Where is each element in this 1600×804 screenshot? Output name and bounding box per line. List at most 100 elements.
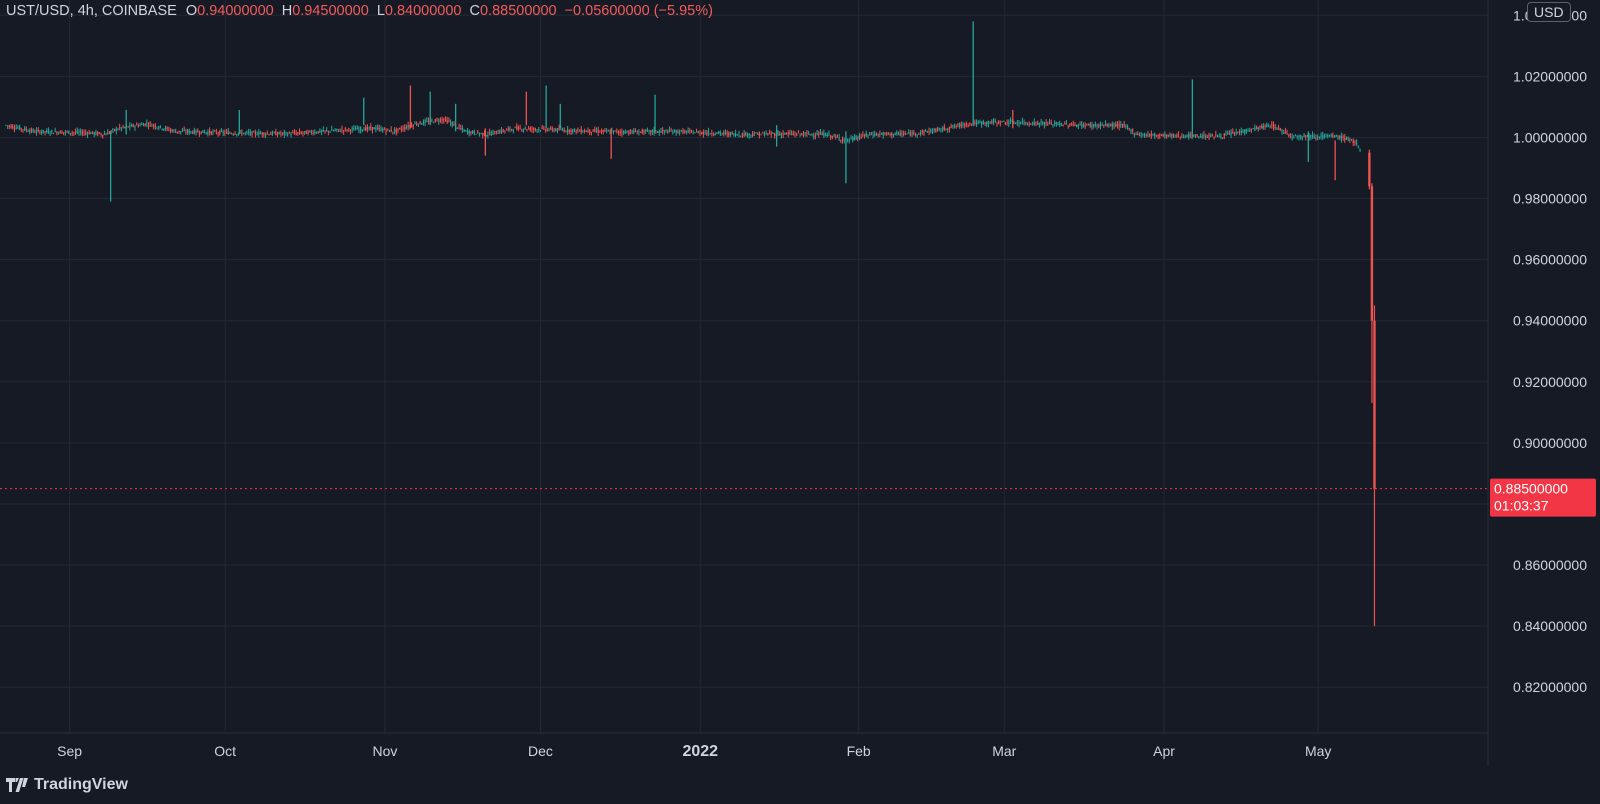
candle-body [1194, 134, 1197, 138]
candle-body [259, 133, 262, 135]
candle-body [1091, 124, 1093, 127]
candle-body [919, 132, 922, 134]
candle-body [1155, 134, 1158, 136]
candle-body [863, 135, 866, 137]
candle-body [1254, 127, 1256, 131]
candle-body [373, 127, 375, 130]
candle-body [307, 131, 309, 135]
candle-body [388, 130, 391, 132]
candle-body [857, 137, 859, 139]
candle-body [1176, 135, 1178, 137]
candle-body [127, 126, 129, 128]
candle-body [47, 130, 50, 134]
candle-body [422, 121, 425, 124]
candle-body [539, 130, 542, 132]
candle-body [584, 130, 586, 132]
candle-body [548, 129, 550, 131]
candle-body [665, 130, 667, 132]
candle-body [27, 130, 29, 132]
candle-body [572, 129, 574, 132]
tradingview-brand[interactable]: TradingView [6, 776, 128, 794]
candle-body [278, 132, 280, 134]
candle-body [312, 132, 314, 134]
candle-body [1079, 123, 1081, 125]
candle-body [629, 130, 632, 134]
candle-body [300, 132, 302, 134]
x-tick-label: 2022 [682, 743, 718, 760]
candle-body [1249, 129, 1251, 131]
candle-body [925, 130, 927, 132]
price-axis[interactable]: 1.040000001.020000001.000000000.98000000… [1513, 7, 1587, 695]
candle-body [1259, 126, 1261, 128]
price-chart[interactable]: 1.040000001.020000001.000000000.98000000… [0, 0, 1600, 766]
candle-body [482, 133, 484, 136]
candle-body [295, 133, 297, 135]
candle-body [1257, 127, 1259, 130]
candle-body [465, 130, 467, 132]
candle-body [685, 131, 688, 134]
candle-body [785, 132, 788, 134]
candle-body [156, 127, 158, 129]
candle-body [1113, 123, 1115, 127]
candle-body [1128, 128, 1130, 130]
candle-body [417, 123, 419, 126]
candle-body [736, 134, 738, 136]
candle-body [49, 133, 51, 135]
candle-body [1352, 140, 1354, 144]
candle-body [142, 124, 145, 127]
candle-body [141, 124, 143, 126]
candle-body [74, 131, 77, 133]
candle-body [1281, 129, 1283, 132]
candle-body [1193, 135, 1195, 137]
candle-body [385, 130, 387, 132]
candle-body [329, 131, 331, 133]
candle-body [1335, 135, 1337, 137]
candle-body [573, 128, 576, 131]
candle-body [69, 133, 72, 135]
candle-body [256, 134, 258, 136]
candle-body [205, 132, 207, 134]
candle-body [1043, 123, 1046, 126]
candle-body [811, 134, 813, 136]
brand-name: TradingView [34, 776, 128, 793]
candle-body [136, 124, 138, 126]
candle-body [419, 121, 421, 124]
candle-body [85, 132, 87, 134]
x-tick-label: Mar [992, 743, 1016, 759]
candle-body [999, 123, 1001, 125]
candle-body [472, 130, 474, 134]
candle-body [1278, 127, 1280, 129]
candle-body [88, 132, 90, 135]
candle-body [158, 127, 160, 129]
candle-body [399, 128, 401, 130]
time-axis[interactable]: Sep Oct Nov Dec 2022 Feb Mar Apr May [57, 743, 1331, 760]
candle-body [1164, 134, 1166, 137]
candle-body [640, 131, 642, 133]
candle-body [185, 132, 187, 134]
currency-button[interactable]: USD [1527, 2, 1571, 22]
candle-body [443, 119, 445, 121]
candle-body [507, 128, 509, 130]
symbol-label[interactable]: UST/USD, 4h, COINBASE [6, 3, 177, 19]
candle-body [714, 134, 716, 136]
candle-body [1138, 135, 1141, 137]
candle-body [1311, 134, 1314, 138]
candle-body [1250, 128, 1253, 130]
candle-body [872, 134, 874, 136]
candle-body [458, 125, 460, 128]
candle-body [441, 119, 443, 121]
candle-body [124, 127, 126, 129]
candle-body [1030, 123, 1032, 125]
candle-body [153, 124, 155, 126]
candle-body [646, 130, 648, 132]
candle-body [64, 131, 66, 133]
candle-body [1111, 123, 1113, 127]
candle-body [1137, 134, 1139, 136]
candle-body [71, 132, 73, 134]
candle-body [103, 134, 106, 136]
candle-body [1333, 136, 1336, 138]
candle-body [1247, 130, 1249, 132]
candle-body [858, 135, 861, 138]
candle-body [266, 133, 268, 135]
candle-body [741, 133, 744, 136]
